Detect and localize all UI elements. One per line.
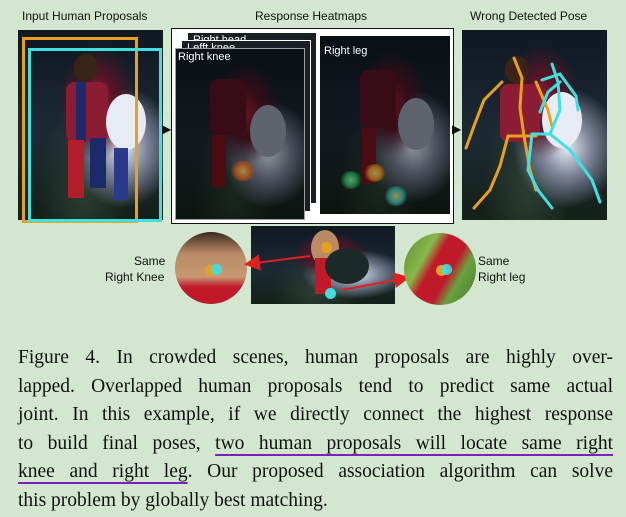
caption-line: lapped. Overlapped human proposals tend … (18, 375, 613, 397)
arrow-right-icon: ▶ (452, 122, 462, 136)
right-zoom-label-line1: Same (478, 254, 510, 268)
figure-caption: Figure 4. In crowded scenes, human propo… (18, 344, 613, 515)
arrow-right-icon: ▶ (162, 122, 172, 136)
heatmap-label-right-knee: Right knee (178, 51, 231, 63)
player-silhouette (210, 79, 286, 187)
heatmap-response-blob (340, 171, 362, 189)
wrong-pose-image (462, 30, 607, 220)
joint-dot-orange (321, 242, 332, 253)
caption-highlight: knee and right leg (18, 461, 188, 482)
heatmap-response-blob (364, 164, 386, 182)
input-proposals-image (18, 30, 163, 220)
caption-highlight: two human proposals will locate same rig… (215, 432, 613, 454)
joint-dot-cyan (441, 264, 452, 275)
player-silhouette (360, 70, 434, 184)
left-zoom-label-line2: Right Knee (105, 270, 165, 284)
red-arrow-icon (341, 272, 410, 291)
zoom-circle-right-leg (404, 233, 476, 305)
response-heatmaps-label: Response Heatmaps (255, 9, 368, 23)
player-silhouette (66, 54, 146, 200)
caption-line: joint. In this example, if we directly c… (18, 404, 613, 425)
heatmap-response-blob (230, 161, 256, 181)
heatmap-response-blob (384, 186, 408, 206)
joint-dot-cyan (211, 264, 222, 275)
input-proposals-label: Input Human Proposals (22, 9, 148, 23)
caption-line: Figure 4. In crowded scenes, human propo… (18, 347, 613, 368)
pose-skeleton-overlay (464, 56, 602, 210)
caption-line: this problem by globally best matching. (18, 489, 328, 511)
joint-dot-cyan (325, 288, 336, 299)
zoom-circle-right-knee (175, 232, 247, 304)
zoom-source-image (251, 226, 395, 304)
wrong-pose-label: Wrong Detected Pose (470, 9, 588, 23)
red-arrow-icon (244, 254, 311, 271)
caption-line: knee and right leg. Our proposed associa… (18, 458, 613, 487)
heatmap-right-leg (320, 36, 450, 214)
heatmap-label-right-leg: Right leg (324, 45, 368, 57)
caption-text: . Our proposed association algorithm can… (187, 461, 613, 482)
right-zoom-label-line2: Right leg (478, 270, 526, 284)
caption-text: to build final poses, (18, 432, 216, 454)
zoom-arrows (244, 254, 410, 291)
heatmap-right-knee (175, 48, 305, 220)
left-zoom-label-line1: Same (134, 254, 166, 268)
joint-dot-orange (205, 265, 216, 276)
proposal-box-cyan (28, 48, 162, 222)
caption-line: to build final poses, two human proposal… (18, 430, 613, 459)
